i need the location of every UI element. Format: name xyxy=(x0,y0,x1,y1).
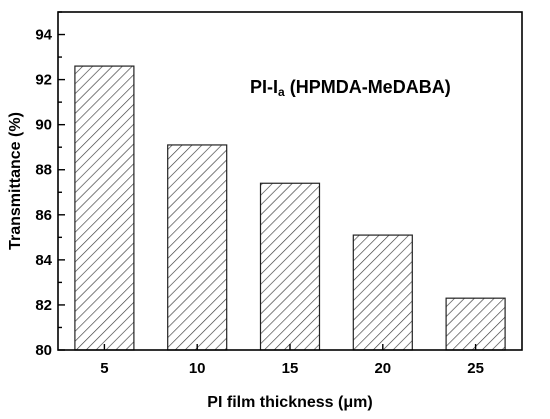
bar-10 xyxy=(167,144,228,351)
bar-20 xyxy=(352,234,413,351)
x-tick-label: 25 xyxy=(467,360,484,377)
x-tick-label: 15 xyxy=(282,360,299,377)
y-axis-label: Transmittance (%) xyxy=(7,112,24,250)
annotation-rest: (HPMDA-MeDABA) xyxy=(285,77,451,97)
bar-25 xyxy=(445,297,506,351)
bar-15 xyxy=(259,182,321,351)
y-tick-label: 86 xyxy=(35,207,52,224)
annotation-subscript: a xyxy=(278,85,285,99)
annotation-main: PI-I xyxy=(250,77,278,97)
x-axis-label: PI film thickness (μm) xyxy=(207,394,372,411)
bars-layer xyxy=(74,65,506,351)
y-tick-label: 84 xyxy=(35,252,52,269)
y-tick-label: 88 xyxy=(35,162,52,179)
x-tick-label: 5 xyxy=(100,360,108,377)
x-tick-label: 20 xyxy=(374,360,391,377)
y-tick-label: 92 xyxy=(35,72,52,89)
x-tick-label: 10 xyxy=(189,360,206,377)
y-tick-label: 90 xyxy=(35,117,52,134)
y-tick-label: 94 xyxy=(35,27,52,44)
chart-annotation: PI-Ia (HPMDA-MeDABA) xyxy=(250,77,451,99)
bar-5 xyxy=(74,65,135,351)
ticks-layer: 5 10 15 20 25 80 82 84 86 88 90 92 94 xyxy=(35,11,484,377)
y-tick-label: 80 xyxy=(35,342,52,359)
y-tick-label: 82 xyxy=(35,297,52,314)
